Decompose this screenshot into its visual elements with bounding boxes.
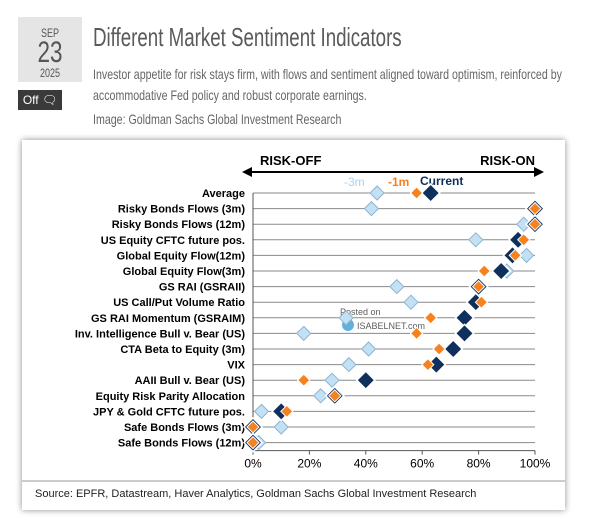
speech-bubbles-icon: 🗨 (41, 93, 58, 107)
category-label: JPY & Gold CFTC future pos. (93, 406, 245, 418)
marker-current (491, 260, 512, 282)
category-label: Equity Risk Parity Allocation (96, 391, 246, 403)
watermark-line1: Posted on (340, 307, 381, 317)
sentiment-chart: RISK-OFF RISK-ON -3m -1m Current Average… (22, 153, 565, 500)
image-credit: Image: Goldman Sachs Global Investment R… (93, 111, 342, 127)
category-label: US Equity CFTC future pos. (101, 235, 245, 247)
marker-m3 (403, 294, 419, 310)
marker-m1 (471, 279, 486, 294)
date-year: 2025 (39, 66, 61, 80)
marker-m3 (518, 247, 535, 264)
marker-m3 (324, 372, 340, 388)
post-title[interactable]: Different Market Sentiment Indicators (93, 22, 402, 52)
category-label: VIX (227, 360, 245, 372)
category-label: Safe Bonds Flows (12m) (118, 438, 245, 450)
marker-m1 (517, 233, 531, 247)
risk-on-label: RISK-ON (480, 153, 535, 168)
date-day: 23 (37, 36, 63, 69)
marker-m3 (273, 419, 289, 435)
marker-m3 (341, 356, 357, 373)
marker-m1 (246, 435, 260, 450)
marker-current (454, 323, 475, 344)
chart-image: RISK-OFF RISK-ON -3m -1m Current Average… (22, 140, 565, 510)
marker-m3 (363, 200, 380, 217)
arrow-right-icon (534, 167, 544, 177)
marker-m3 (338, 310, 354, 326)
x-tick-label: 40% (354, 457, 378, 471)
legend-3m: -3m (344, 175, 365, 189)
category-label: Risky Bonds Flows (12m) (112, 219, 246, 231)
category-label: Global Equity Flow(12m) (117, 250, 246, 262)
marker-m3 (296, 325, 312, 342)
marker-m1 (409, 326, 424, 341)
risk-off-label: RISK-OFF (260, 153, 321, 168)
marker-current (443, 338, 464, 360)
watermark: Posted on ISABELNET.com (340, 307, 425, 331)
marker-m3 (389, 278, 405, 295)
marker-m3 (312, 388, 329, 404)
category-label: Risky Bonds Flows (3m) (118, 204, 245, 216)
marker-m1 (528, 217, 542, 231)
marker-m1 (246, 420, 260, 434)
marker-m1 (280, 404, 294, 419)
marker-m1 (421, 357, 435, 372)
comments-status: Off (22, 93, 39, 107)
category-label: Average (202, 188, 245, 200)
arrow-left-icon (242, 167, 252, 177)
comments-badge[interactable]: Off 🗨 (18, 90, 62, 110)
category-label: Inv. Intelligence Bull v. Bear (US) (75, 328, 245, 340)
x-tick-label: 0% (244, 457, 262, 471)
marker-m1 (328, 389, 342, 403)
x-tick-label: 80% (467, 457, 491, 471)
post-description: Investor appetite for risk stays firm, w… (93, 66, 562, 103)
category-label: Global Equity Flow(3m) (123, 266, 246, 278)
x-tick-label: 100% (520, 457, 551, 471)
marker-m1 (528, 201, 542, 216)
x-tick-label: 20% (297, 457, 321, 471)
source-text: Source: EPFR, Datastream, Haver Analytic… (35, 488, 476, 500)
marker-current (355, 370, 376, 391)
legend-current: Current (420, 174, 463, 188)
date-month: SEP (40, 26, 59, 40)
marker-m1 (474, 295, 489, 309)
category-label: US Call/Put Volume Ratio (113, 297, 245, 309)
category-label: GS RAI Momentum (GSRAIM) (91, 313, 245, 325)
marker-m3 (468, 232, 484, 248)
category-label: AAII Bull v. Bear (US) (135, 375, 246, 387)
marker-current (420, 182, 441, 204)
marker-m3 (360, 341, 377, 357)
marker-m3 (253, 403, 270, 420)
watermark-line2: ISABELNET.com (357, 321, 425, 331)
category-label: CTA Beta to Equity (3m) (120, 344, 245, 356)
marker-m1 (508, 248, 522, 263)
marker-m3 (369, 185, 385, 201)
category-label: Safe Bonds Flows (3m) (124, 422, 245, 434)
legend-1m: -1m (388, 175, 409, 189)
marker-m1 (423, 311, 438, 325)
marker-m1 (297, 373, 311, 387)
category-label: GS RAI (GSRAII) (159, 282, 246, 294)
marker-m1 (409, 186, 424, 200)
marker-m1 (477, 264, 491, 278)
x-tick-label: 60% (410, 457, 434, 471)
marker-m1 (432, 342, 446, 356)
post-date: SEP 23 2025 (18, 17, 82, 82)
